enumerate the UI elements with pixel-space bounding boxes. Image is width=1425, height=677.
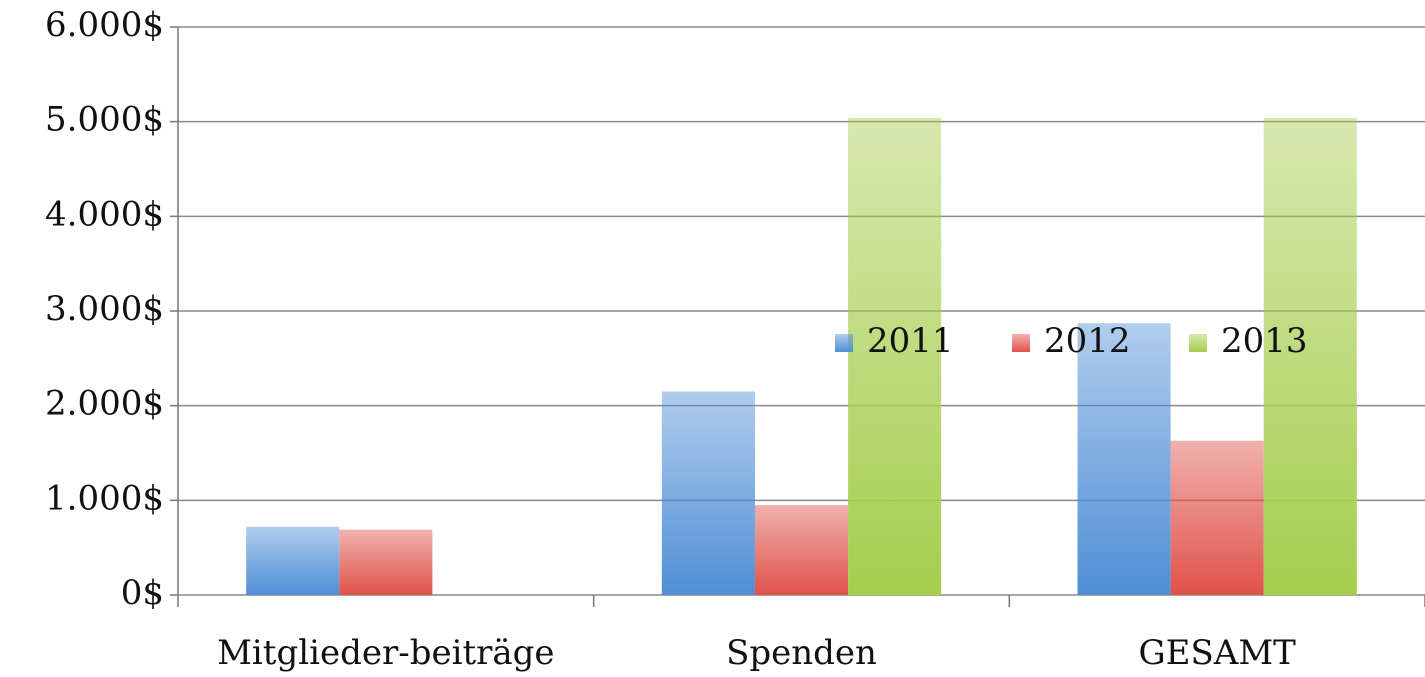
- y-tick-label: 2.000$: [45, 384, 164, 424]
- x-tick-label: Spenden: [726, 633, 877, 673]
- y-tick-label: 0$: [121, 573, 164, 613]
- legend-label: 2012: [1044, 321, 1131, 361]
- legend-label: 2011: [867, 321, 954, 361]
- y-tick-label: 5.000$: [45, 100, 164, 140]
- bar: [1077, 323, 1171, 595]
- bar: [1263, 117, 1357, 595]
- legend-label: 2013: [1221, 321, 1308, 361]
- y-tick-label: 6.000$: [45, 5, 164, 45]
- legend-swatch: [835, 334, 853, 352]
- y-tick-label: 4.000$: [45, 194, 164, 234]
- bar: [1170, 440, 1264, 595]
- x-tick-label: Mitglieder-beiträge: [217, 633, 554, 673]
- legend-swatch: [1012, 334, 1030, 352]
- x-tick-label: GESAMT: [1139, 633, 1297, 673]
- bar: [661, 391, 755, 595]
- bar: [848, 117, 942, 595]
- y-tick-label: 3.000$: [45, 289, 164, 329]
- bar: [754, 505, 849, 595]
- bar: [246, 526, 340, 595]
- y-tick-label: 1.000$: [45, 478, 164, 518]
- bar: [339, 529, 433, 595]
- legend-swatch: [1189, 334, 1207, 352]
